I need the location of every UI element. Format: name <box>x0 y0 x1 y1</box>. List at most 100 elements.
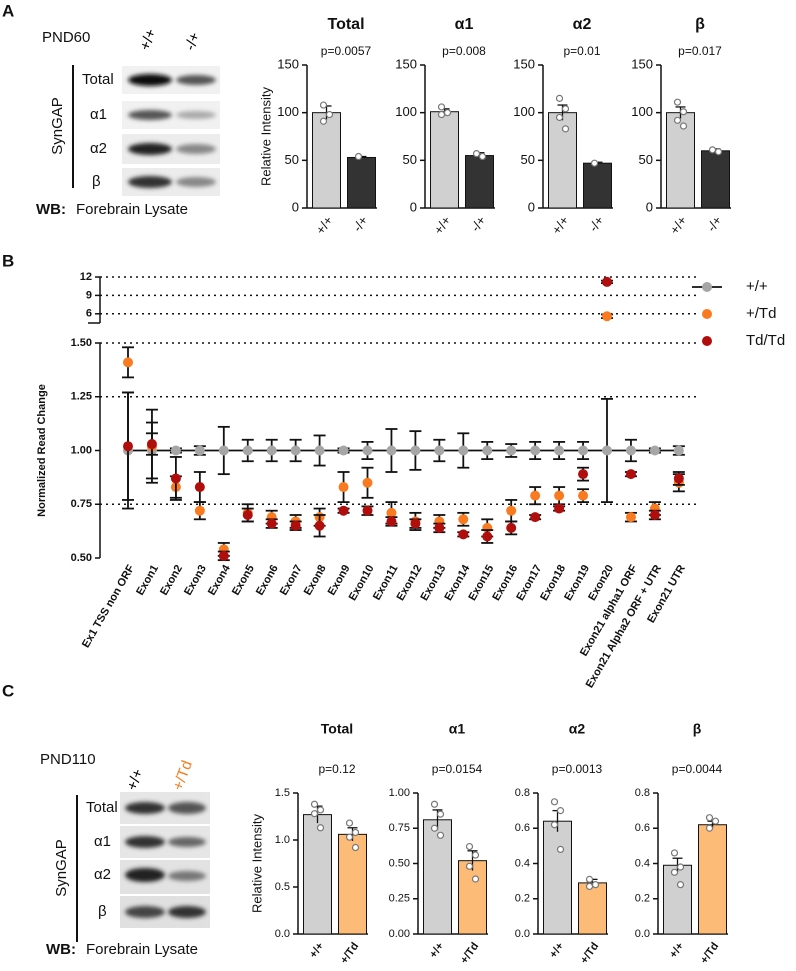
y-tick-label: 0.0 <box>275 928 290 940</box>
data-point <box>386 516 397 527</box>
data-point <box>242 445 253 456</box>
data-point <box>410 518 421 529</box>
row-label: α1 <box>94 833 111 850</box>
data-point <box>649 445 660 456</box>
data-point <box>602 445 612 456</box>
legend-label: Td/Td <box>746 332 785 349</box>
bar <box>663 864 692 935</box>
x-tick-label: Exon6 <box>254 563 281 598</box>
bar <box>583 162 612 209</box>
bar <box>701 150 730 209</box>
data-point <box>670 849 679 857</box>
x-tick-label: +/+ <box>307 941 326 961</box>
data-point <box>436 810 445 818</box>
y-tick-label: 150 <box>631 56 653 71</box>
data-point <box>478 152 487 161</box>
x-tick-label: +/+ <box>431 213 454 237</box>
bar <box>430 111 459 209</box>
data-point <box>242 510 253 520</box>
data-point <box>170 473 181 484</box>
chart-title: α1 <box>449 721 466 737</box>
chart-title: Total <box>321 721 353 737</box>
data-point <box>679 122 688 130</box>
bar <box>465 155 494 209</box>
legend-label: +/Td <box>746 305 776 322</box>
p-value: p=0.0057 <box>321 44 372 58</box>
data-point <box>506 522 517 533</box>
x-tick-label: -/+ <box>586 213 607 234</box>
data-point <box>550 821 559 829</box>
group-label: SynGAP <box>49 97 66 155</box>
data-point <box>506 445 517 456</box>
data-point <box>625 469 636 480</box>
row-label: β <box>98 903 107 920</box>
y-tick-label: 100 <box>395 104 417 119</box>
genotype: -/+ <box>182 30 204 53</box>
data-point <box>554 445 565 456</box>
y-tick-label: 0.4 <box>515 857 530 869</box>
data-point <box>345 819 354 827</box>
y-tick-label: 1.25 <box>71 391 92 403</box>
data-point <box>345 833 354 841</box>
y-tick-label: 0.0 <box>515 928 530 940</box>
genotype: +/Td <box>170 758 196 792</box>
row-label: α2 <box>90 140 107 157</box>
data-point <box>602 276 612 287</box>
data-point <box>410 445 421 456</box>
data-point <box>550 798 559 806</box>
data-point <box>430 824 439 832</box>
genotype: +/+ <box>124 766 147 792</box>
data-point <box>458 445 469 456</box>
x-tick-label: +/Td <box>578 941 601 967</box>
data-point <box>625 445 636 456</box>
y-tick-label: 1.50 <box>71 337 92 349</box>
data-point <box>123 357 133 368</box>
data-point <box>578 490 589 501</box>
y-tick-label: 9 <box>86 289 92 301</box>
data-point <box>266 518 277 529</box>
y-tick-label: 1.00 <box>389 787 410 799</box>
y-tick-label: 150 <box>395 56 417 71</box>
data-point <box>679 108 688 116</box>
x-tick-label: -/+ <box>468 213 489 234</box>
data-point <box>266 445 277 456</box>
blot-image <box>120 792 210 928</box>
data-point <box>471 875 480 883</box>
data-point <box>471 851 480 859</box>
y-tick-label: 0 <box>646 199 653 214</box>
chart-title: α1 <box>455 16 474 33</box>
data-point <box>386 445 397 456</box>
data-point <box>561 125 570 133</box>
data-point <box>465 862 474 870</box>
data-point <box>436 831 445 839</box>
y-tick-label: 150 <box>277 56 299 71</box>
data-point <box>673 445 684 456</box>
data-point <box>386 507 397 518</box>
data-point <box>673 473 684 484</box>
group-label: SynGAP <box>53 839 70 897</box>
data-point <box>591 881 600 889</box>
blot-image <box>122 66 220 196</box>
y-tick-label: 100 <box>277 104 299 119</box>
data-point <box>590 159 599 167</box>
data-point <box>556 807 565 815</box>
data-point <box>290 520 301 531</box>
y-tick-label: 0 <box>528 199 535 214</box>
legend-marker <box>702 282 712 292</box>
p-value: p=0.12 <box>318 762 355 776</box>
data-point <box>676 863 685 871</box>
data-point <box>465 842 474 851</box>
y-tick-label: 1.0 <box>275 834 290 846</box>
legend-marker <box>702 309 712 319</box>
y-tick-label: 0.6 <box>635 822 650 834</box>
data-point <box>338 445 349 456</box>
bar <box>338 833 367 935</box>
y-tick-label: 0.50 <box>389 857 410 869</box>
data-point <box>310 810 319 818</box>
y-tick-label: 12 <box>80 271 92 283</box>
y-axis-label: Relative Intensity <box>249 814 264 913</box>
blot-c: PND110 +/+ +/Td SynGAP Total α1 α2 β WB:… <box>40 751 210 958</box>
data-point <box>482 445 493 456</box>
data-point <box>561 105 570 113</box>
